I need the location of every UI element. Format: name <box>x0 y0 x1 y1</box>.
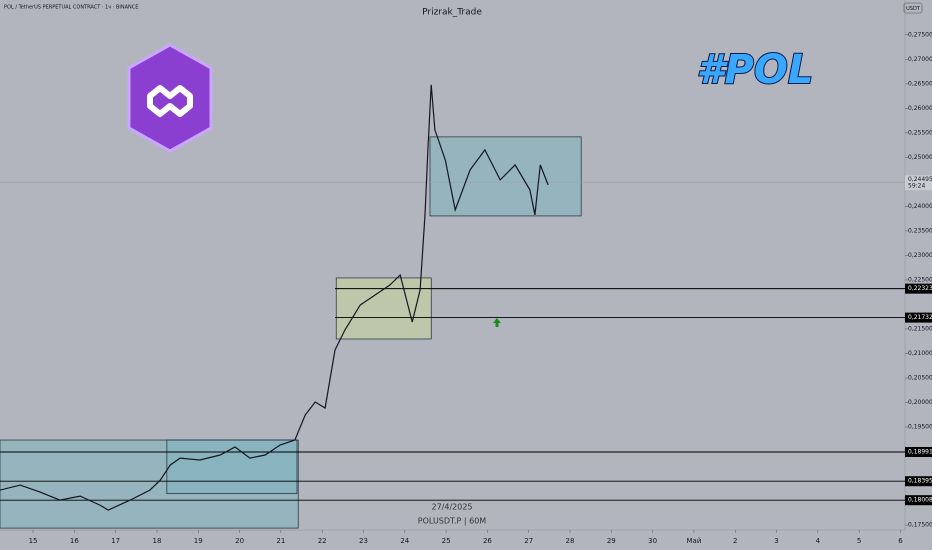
x-tick-label: 2 <box>733 537 737 545</box>
chart-title: Prizrak_Trade <box>422 8 482 18</box>
y-tick-label: 0,27500 <box>908 31 932 38</box>
x-tick-label: 6 <box>898 537 903 545</box>
currency: USDT <box>906 6 921 12</box>
zone-box <box>335 277 432 340</box>
level-label: 0,18991 <box>908 448 932 455</box>
last-price-box <box>905 175 932 191</box>
x-tick-label: Май <box>686 537 701 545</box>
x-tick-label: 4 <box>816 537 821 545</box>
y-tick-label: 0,26500 <box>908 80 932 87</box>
x-tick-label: 3 <box>774 537 778 545</box>
x-tick-label: 19 <box>194 537 203 545</box>
watermark-symbol: POLUSDT.P | 60M <box>418 517 487 526</box>
y-tick-label: 0,26000 <box>908 105 932 112</box>
x-tick-label: 26 <box>483 537 492 545</box>
symbol-info: POL / TetherUS PERPETUAL CONTRACT · 1ч ·… <box>4 5 138 11</box>
x-tick-label: 24 <box>400 537 409 545</box>
x-tick-label: 21 <box>276 537 285 545</box>
currency-box <box>903 2 923 14</box>
x-tick-label: 27 <box>524 537 533 545</box>
arrow-up <box>493 318 501 327</box>
y-tick-label: 0,23000 <box>908 252 932 259</box>
level-label: 0,18008 <box>908 497 932 504</box>
y-tick-label: 0,20500 <box>908 375 932 382</box>
x-tick-label: 28 <box>566 537 575 545</box>
x-tick-label: 29 <box>607 537 616 545</box>
x-tick-label: 30 <box>648 537 657 545</box>
watermark-date: 27/4/2025 <box>431 503 472 512</box>
y-tick-label: 0,23500 <box>908 227 932 234</box>
level-label: 0,22323 <box>908 285 932 292</box>
y-tick-label: 0,27000 <box>908 56 932 63</box>
x-tick-label: 22 <box>318 537 327 545</box>
countdown-label: 59:24 <box>908 183 925 190</box>
level-label-box <box>905 476 932 487</box>
x-tick-label: 20 <box>235 537 244 545</box>
x-tick-label: 23 <box>359 537 368 545</box>
price-line <box>0 84 549 511</box>
y-tick-label: 0,25000 <box>908 154 932 161</box>
y-tick-label: 0,24000 <box>908 203 932 210</box>
level-label: 0,21732 <box>908 314 932 321</box>
pol-logo-text: #POL <box>697 47 814 93</box>
y-tick-label: 0,20000 <box>908 399 932 406</box>
x-tick-label: 5 <box>857 537 861 545</box>
x-tick-label: 18 <box>152 537 161 545</box>
zone-box <box>429 136 582 217</box>
level-label-box <box>905 283 932 294</box>
y-tick-label: 0,21500 <box>908 325 932 332</box>
level-label: 0,18395 <box>908 478 932 485</box>
x-tick-label: 25 <box>442 537 451 545</box>
y-tick-label: 0,19500 <box>908 424 932 431</box>
y-tick-label: 0,17500 <box>908 522 932 529</box>
y-tick-label: 0,25500 <box>908 129 932 136</box>
level-label-box <box>905 495 932 506</box>
polygon-logo <box>127 43 213 153</box>
y-tick-label: 0,22500 <box>908 276 932 283</box>
last-price-label: 0,24495 <box>908 176 932 183</box>
x-tick-label: 15 <box>29 537 38 545</box>
y-tick-label: 0,21000 <box>908 350 932 357</box>
x-tick-label: 17 <box>111 537 120 545</box>
x-tick-label: 16 <box>70 537 79 545</box>
level-label-box <box>905 312 932 323</box>
level-label-box <box>905 446 932 457</box>
